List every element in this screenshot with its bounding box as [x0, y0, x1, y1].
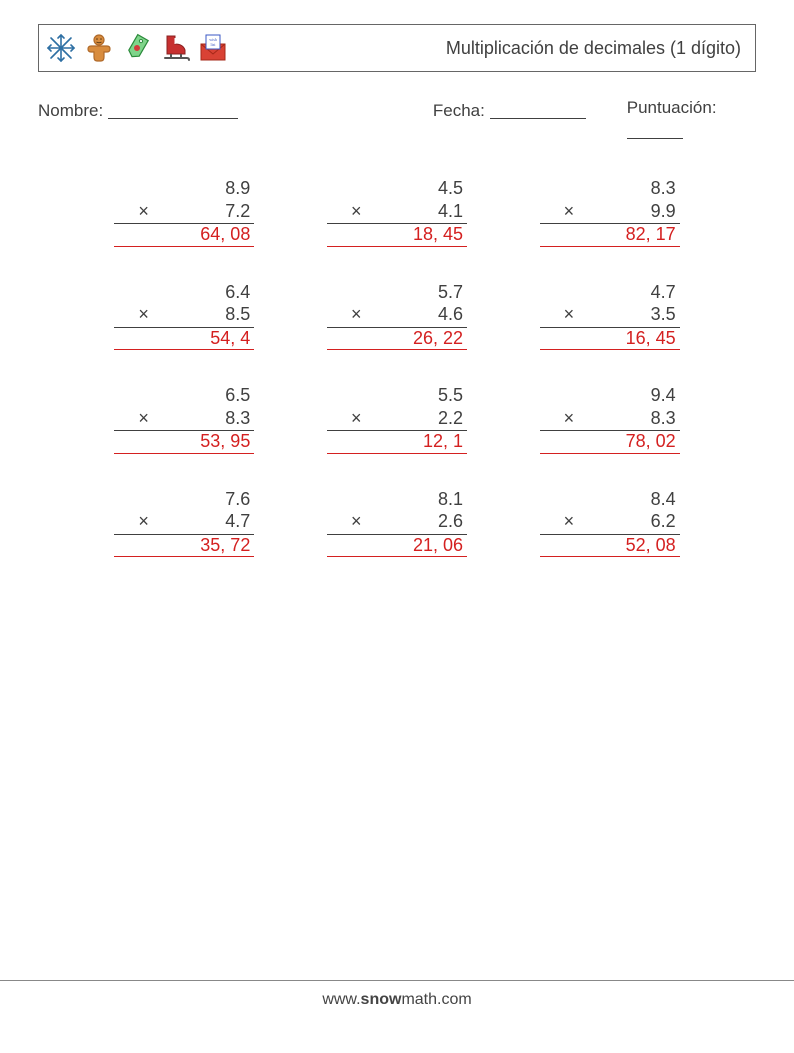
problem: 9.4 × 8.3 78, 02 [540, 384, 680, 454]
multiplicand: 8.1 [327, 488, 467, 511]
multiplicand: 4.7 [540, 281, 680, 304]
multiplicand: 8.4 [540, 488, 680, 511]
multiplier-row: × 6.2 [540, 510, 680, 535]
problem: 8.4 × 6.2 52, 08 [540, 488, 680, 558]
score-label: Puntuación: [627, 98, 717, 117]
operator: × [114, 407, 149, 430]
multiplier-row: × 8.3 [114, 407, 254, 432]
multiplier: 2.6 [438, 511, 463, 531]
gingerbread-icon [83, 32, 115, 64]
multiplicand: 5.7 [327, 281, 467, 304]
problem: 8.3 × 9.9 82, 17 [540, 177, 680, 247]
worksheet-page: wish list Multiplicación de decimales (1… [0, 0, 794, 1053]
answer: 78, 02 [540, 430, 680, 454]
problem: 8.1 × 2.6 21, 06 [327, 488, 467, 558]
answer: 82, 17 [540, 223, 680, 247]
multiplicand: 9.4 [540, 384, 680, 407]
date-label: Fecha: [433, 101, 485, 120]
multiplier-row: × 7.2 [114, 200, 254, 225]
wish-envelope-icon: wish list [197, 32, 229, 64]
problem: 4.5 × 4.1 18, 45 [327, 177, 467, 247]
multiplicand: 6.5 [114, 384, 254, 407]
answer: 53, 95 [114, 430, 254, 454]
answer: 18, 45 [327, 223, 467, 247]
multiplicand: 8.3 [540, 177, 680, 200]
score-blank [627, 121, 683, 139]
operator: × [114, 510, 149, 533]
operator: × [327, 200, 362, 223]
footer-brand-bold: snow [361, 991, 402, 1008]
problem: 6.5 × 8.3 53, 95 [114, 384, 254, 454]
multiplicand: 8.9 [114, 177, 254, 200]
problem: 8.9 × 7.2 64, 08 [114, 177, 254, 247]
multiplier: 8.5 [225, 304, 250, 324]
multiplier-row: × 3.5 [540, 303, 680, 328]
operator: × [540, 510, 575, 533]
problems-grid: 8.9 × 7.2 64, 08 4.5 × 4.1 18, 45 8.3 × 9.9… [38, 177, 756, 557]
date-blank [490, 101, 586, 119]
problem: 5.7 × 4.6 26, 22 [327, 281, 467, 351]
multiplier: 4.1 [438, 201, 463, 221]
footer: www.snowmath.com [0, 980, 794, 1009]
answer: 52, 08 [540, 534, 680, 558]
multiplier: 7.2 [225, 201, 250, 221]
multiplier-row: × 4.1 [327, 200, 467, 225]
score-field: Puntuación: [627, 98, 756, 141]
multiplicand: 7.6 [114, 488, 254, 511]
header-icons: wish list [45, 32, 229, 64]
answer: 54, 4 [114, 327, 254, 351]
multiplier: 2.2 [438, 408, 463, 428]
problem: 5.5 × 2.2 12, 1 [327, 384, 467, 454]
multiplier-row: × 8.5 [114, 303, 254, 328]
operator: × [327, 303, 362, 326]
answer: 26, 22 [327, 327, 467, 351]
answer: 35, 72 [114, 534, 254, 558]
name-field: Nombre: [38, 98, 433, 141]
header-box: wish list Multiplicación de decimales (1… [38, 24, 756, 72]
operator: × [540, 303, 575, 326]
multiplier-row: × 9.9 [540, 200, 680, 225]
fields-row: Nombre: Fecha: Puntuación: [38, 98, 756, 141]
operator: × [540, 200, 575, 223]
answer: 21, 06 [327, 534, 467, 558]
operator: × [540, 407, 575, 430]
multiplicand: 6.4 [114, 281, 254, 304]
name-label: Nombre: [38, 101, 103, 120]
multiplier-row: × 4.6 [327, 303, 467, 328]
worksheet-title: Multiplicación de decimales (1 dígito) [446, 38, 741, 59]
answer: 16, 45 [540, 327, 680, 351]
multiplier-row: × 4.7 [114, 510, 254, 535]
problem: 7.6 × 4.7 35, 72 [114, 488, 254, 558]
name-blank [108, 101, 238, 119]
multiplier-row: × 2.2 [327, 407, 467, 432]
operator: × [327, 407, 362, 430]
multiplier-row: × 2.6 [327, 510, 467, 535]
operator: × [327, 510, 362, 533]
gift-tag-icon [121, 32, 153, 64]
multiplicand: 5.5 [327, 384, 467, 407]
operator: × [114, 303, 149, 326]
multiplier-row: × 8.3 [540, 407, 680, 432]
problem: 4.7 × 3.5 16, 45 [540, 281, 680, 351]
multiplier: 8.3 [225, 408, 250, 428]
answer: 64, 08 [114, 223, 254, 247]
problem: 6.4 × 8.5 54, 4 [114, 281, 254, 351]
date-field: Fecha: [433, 98, 627, 141]
footer-brand-rest: math.com [401, 991, 471, 1008]
multiplier: 8.3 [651, 408, 676, 428]
footer-prefix: www. [322, 991, 360, 1008]
multiplier: 9.9 [651, 201, 676, 221]
multiplicand: 4.5 [327, 177, 467, 200]
answer: 12, 1 [327, 430, 467, 454]
multiplier: 3.5 [651, 304, 676, 324]
multiplier: 6.2 [651, 511, 676, 531]
ice-skate-icon [159, 32, 191, 64]
operator: × [114, 200, 149, 223]
snowflake-icon [45, 32, 77, 64]
multiplier: 4.6 [438, 304, 463, 324]
multiplier: 4.7 [225, 511, 250, 531]
